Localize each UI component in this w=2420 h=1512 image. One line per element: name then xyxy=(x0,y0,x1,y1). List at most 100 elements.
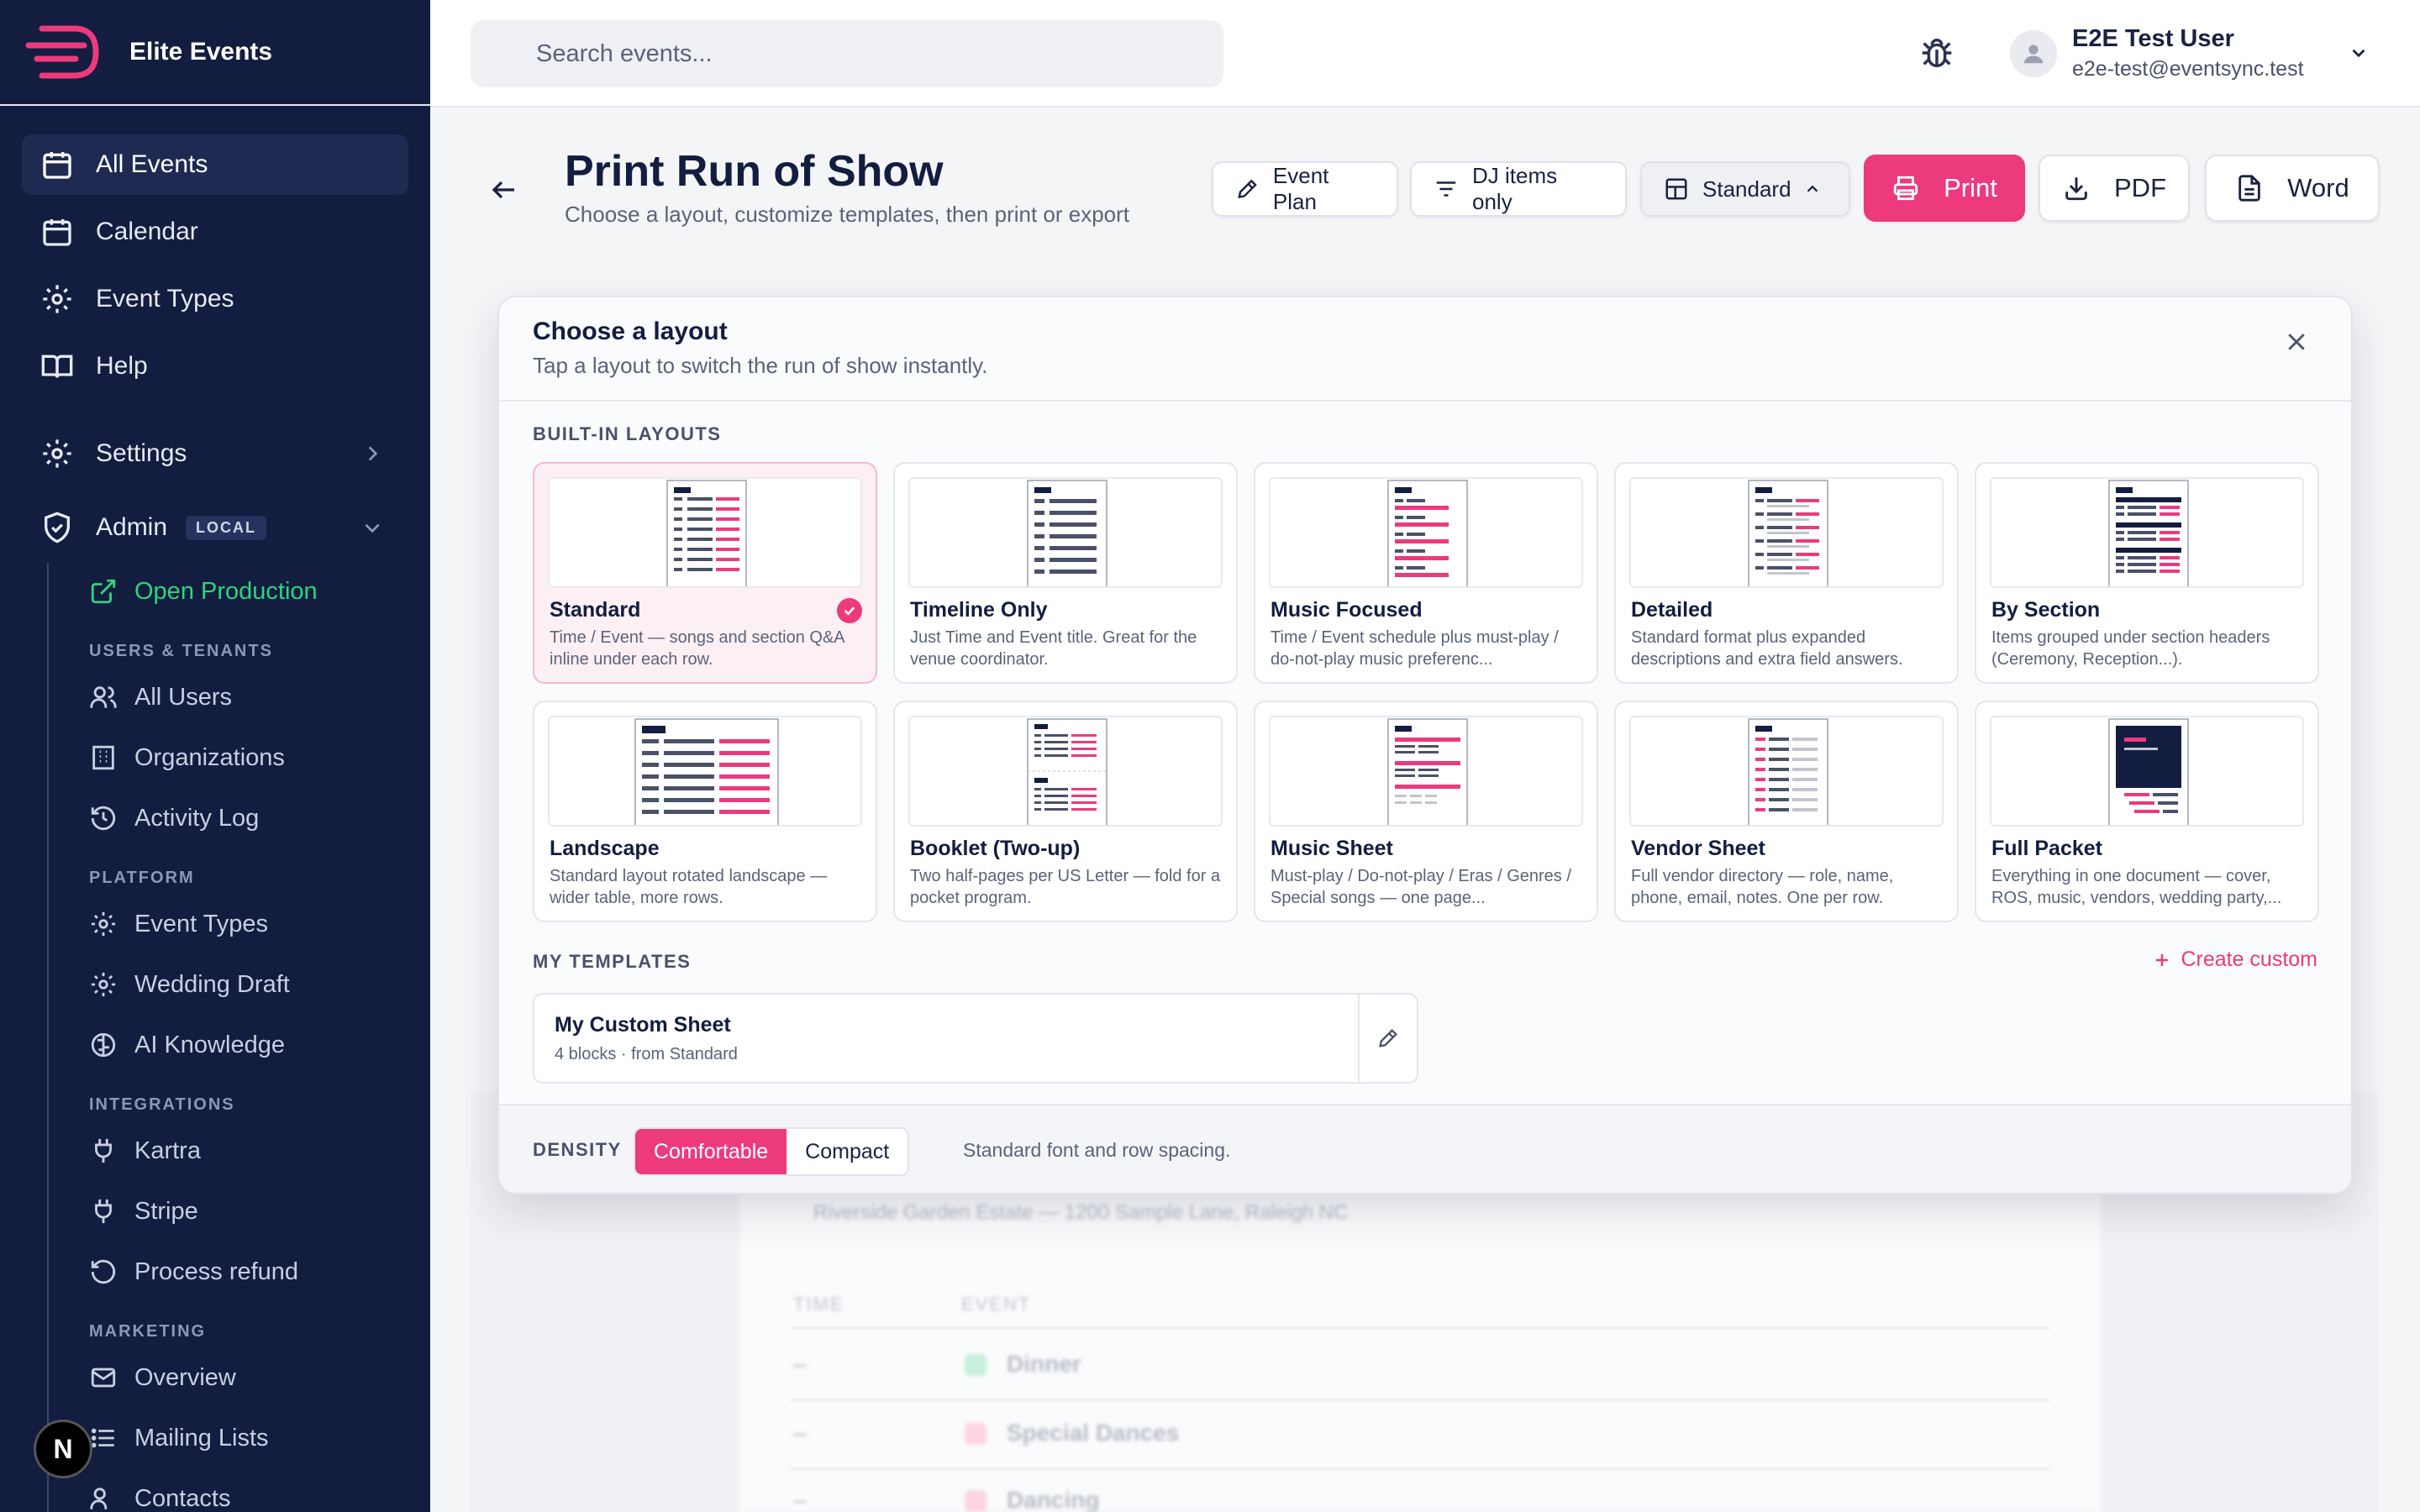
gear-icon xyxy=(43,439,71,468)
layout-description: Two half-pages per US Letter — fold for … xyxy=(910,867,1221,907)
sidebar-item-label: Calendar xyxy=(96,218,198,245)
sidebar-item-admin[interactable]: Admin LOCAL xyxy=(22,497,408,558)
layout-card-booklet[interactable]: Booklet (Two-up) Two half-pages per US L… xyxy=(893,701,1238,922)
download-icon xyxy=(2065,177,2087,201)
layout-card-standard[interactable]: Standard Time / Event — songs and sectio… xyxy=(533,462,877,684)
print-button[interactable]: Print xyxy=(1864,155,2025,222)
layout-card-landscape[interactable]: Landscape Standard layout rotated landsc… xyxy=(533,701,877,922)
preview-row-time: – xyxy=(793,1487,807,1512)
sidebar-item-settings[interactable]: Settings xyxy=(22,423,408,484)
filter-icon xyxy=(1436,181,1456,197)
layout-card-full-packet[interactable]: Full Packet Everything in one document —… xyxy=(1975,701,2319,922)
search-input[interactable]: Search events... xyxy=(471,20,1223,87)
sidebar-item-mailing-lists[interactable]: Mailing Lists xyxy=(89,1413,269,1463)
chevron-down-icon[interactable] xyxy=(2348,42,2370,64)
layout-name: Vendor Sheet xyxy=(1631,837,1765,860)
section-heading: USERS & TENANTS xyxy=(89,642,273,660)
layout-thumbnail xyxy=(548,716,862,827)
pdf-button[interactable]: PDF xyxy=(2039,155,2190,222)
layout-name: By Section xyxy=(1991,598,2101,622)
sidebar-item-overview[interactable]: Overview xyxy=(89,1352,236,1403)
layout-card-music-sheet[interactable]: Music Sheet Must-play / Do-not-play / Er… xyxy=(1254,701,1598,922)
topbar: Search events... E2E Test User e2e-test@… xyxy=(430,0,2420,108)
layout-select-button[interactable]: Standard xyxy=(1640,161,1850,217)
layout-name: Music Focused xyxy=(1270,598,1423,622)
sidebar-item-label: Help xyxy=(96,352,148,380)
layout-description: Time / Event schedule plus must-play / d… xyxy=(1270,628,1559,669)
layout-chooser-panel: Choose a layout Tap a layout to switch t… xyxy=(497,296,2353,1194)
event-plan-button[interactable]: Event Plan xyxy=(1212,161,1398,217)
layout-card-vendor-sheet[interactable]: Vendor Sheet Full vendor directory — rol… xyxy=(1614,701,1959,922)
sidebar-item-all-events[interactable]: All Events xyxy=(22,134,408,195)
edit-template-button[interactable] xyxy=(1358,995,1417,1082)
close-icon[interactable] xyxy=(2284,329,2309,354)
panel-title: Choose a layout xyxy=(533,318,728,345)
refund-icon xyxy=(91,1259,116,1284)
layout-thumbnail xyxy=(548,477,862,588)
template-card[interactable]: My Custom Sheet 4 blocks · from Standard xyxy=(533,993,1418,1084)
list-icon xyxy=(91,1428,114,1448)
layout-description: Full vendor directory — role, name, phon… xyxy=(1631,867,1894,907)
avatar[interactable] xyxy=(2010,30,2057,77)
layout-thumbnail xyxy=(1269,716,1583,827)
layout-card-by-section[interactable]: By Section Items grouped under section h… xyxy=(1975,462,2319,684)
word-button[interactable]: Word xyxy=(2205,155,2380,222)
brand-logo-icon xyxy=(25,25,99,79)
building-icon xyxy=(92,745,114,770)
layout-name: Detailed xyxy=(1631,598,1713,622)
sidebar-item-help[interactable]: Help xyxy=(22,336,408,396)
users-icon xyxy=(90,1488,108,1509)
sidebar-item-label: Admin xyxy=(96,513,168,541)
sidebar-item-all-users[interactable]: All Users xyxy=(89,672,232,722)
dev-tools-badge[interactable]: N xyxy=(34,1420,92,1478)
open-production-link[interactable]: Open Production xyxy=(89,566,318,617)
preview-row-event: Special Dances xyxy=(1007,1420,1180,1446)
sidebar-item-activity-log[interactable]: Activity Log xyxy=(89,793,259,843)
plug-icon xyxy=(95,1199,112,1224)
density-compact-button[interactable]: Compact xyxy=(805,1139,890,1163)
layout-card-timeline-only[interactable]: Timeline Only Just Time and Event title.… xyxy=(893,462,1238,684)
music-note-icon xyxy=(965,1354,986,1376)
music-note-icon xyxy=(965,1490,986,1512)
calendar-icon xyxy=(43,219,71,246)
create-custom-button[interactable]: Create custom xyxy=(2152,948,2317,972)
sidebar: Elite Events All Events Calendar Event T… xyxy=(0,0,430,1512)
brand[interactable]: Elite Events xyxy=(0,0,430,106)
external-link-icon xyxy=(91,579,116,604)
chevron-down-icon xyxy=(365,523,380,533)
layout-card-detailed[interactable]: Detailed Standard format plus expanded d… xyxy=(1614,462,1959,684)
dj-items-only-button[interactable]: DJ items only xyxy=(1410,161,1627,217)
sidebar-item-calendar[interactable]: Calendar xyxy=(22,202,408,262)
layout-card-music-focused[interactable]: Music Focused Time / Event schedule plus… xyxy=(1254,462,1598,684)
density-comfortable-button[interactable]: Comfortable xyxy=(635,1129,787,1174)
pencil-icon xyxy=(1379,1029,1397,1047)
bug-icon[interactable] xyxy=(1918,34,1956,72)
preview-row-event: Dancing xyxy=(1007,1487,1100,1512)
sidebar-item-process-refund[interactable]: Process refund xyxy=(89,1247,298,1297)
sidebar-item-wedding-draft[interactable]: Wedding Draft xyxy=(89,959,290,1010)
page-title: Print Run of Show xyxy=(565,147,944,196)
user-name[interactable]: E2E Test User xyxy=(2072,25,2234,52)
layout-description: Items grouped under section headers (Cer… xyxy=(1991,628,2270,669)
sidebar-item-platform-event-types[interactable]: Event Types xyxy=(89,899,268,949)
my-templates-heading: MY TEMPLATES xyxy=(533,951,692,972)
plus-icon xyxy=(2156,953,2169,966)
section-heading: INTEGRATIONS xyxy=(89,1095,235,1114)
preview-divider xyxy=(790,1399,2050,1401)
template-meta: 4 blocks · from Standard xyxy=(555,1045,738,1063)
check-icon xyxy=(837,598,862,623)
sidebar-item-contacts[interactable]: Contacts xyxy=(89,1473,230,1512)
users-icon xyxy=(90,686,117,708)
plug-icon xyxy=(95,1138,112,1163)
sidebar-item-ai-knowledge[interactable]: AI Knowledge xyxy=(89,1020,285,1070)
preview-row-time: – xyxy=(793,1420,807,1446)
sidebar-item-kartra[interactable]: Kartra xyxy=(89,1126,201,1176)
layout-name: Standard xyxy=(550,598,641,622)
sidebar-item-organizations[interactable]: Organizations xyxy=(89,732,285,783)
user-email: e2e-test@eventsync.test xyxy=(2072,57,2304,81)
music-note-icon xyxy=(965,1423,986,1445)
sidebar-item-stripe[interactable]: Stripe xyxy=(89,1186,198,1236)
back-arrow-icon[interactable] xyxy=(489,175,519,205)
layout-name: Booklet (Two-up) xyxy=(910,837,1081,860)
sidebar-item-event-types[interactable]: Event Types xyxy=(22,269,408,329)
